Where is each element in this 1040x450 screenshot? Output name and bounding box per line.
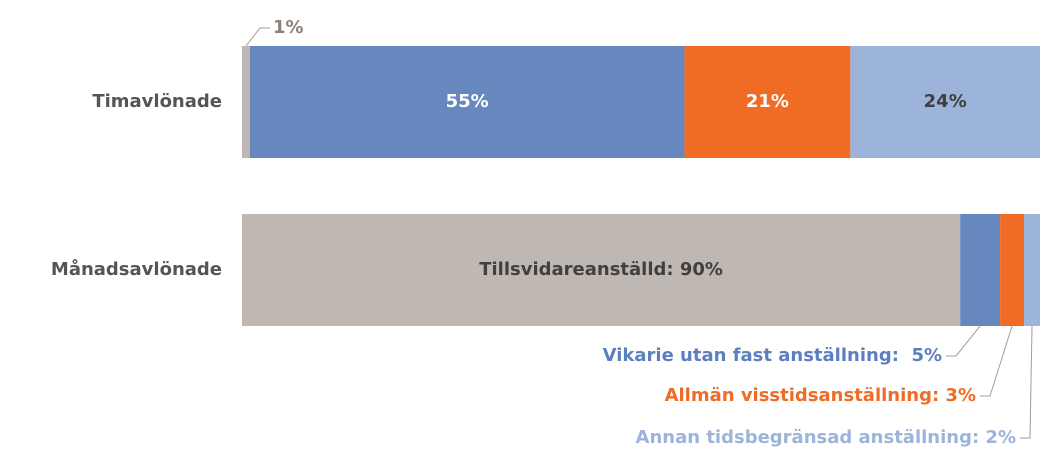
data-label: Tillsvidareanställd: 90% — [479, 259, 723, 280]
data-label: Annan tidsbegränsad anställning: 2% — [636, 427, 1016, 448]
bar-segment — [242, 214, 961, 326]
bar-segment — [684, 46, 851, 158]
leader-line — [1020, 325, 1033, 439]
category-label: Månadsavlönade — [51, 258, 222, 280]
leader-line — [946, 325, 981, 357]
leader-line — [245, 27, 270, 47]
bar-segment — [960, 214, 1001, 326]
data-label: 1% — [273, 17, 304, 38]
bar-segment — [1000, 214, 1025, 326]
leader-line — [980, 325, 1013, 397]
bar-segment — [242, 46, 250, 158]
bar-segment — [249, 46, 685, 158]
data-label: 21% — [746, 91, 789, 112]
bar-segment — [850, 46, 1040, 158]
data-label: 24% — [924, 91, 967, 112]
data-label: Vikarie utan fast anställning: 5% — [603, 345, 942, 366]
bar-segment — [1024, 214, 1040, 326]
data-label: 55% — [446, 91, 489, 112]
category-label: Timavlönade — [92, 91, 222, 112]
data-label: Allmän visstidsanställning: 3% — [665, 385, 976, 406]
